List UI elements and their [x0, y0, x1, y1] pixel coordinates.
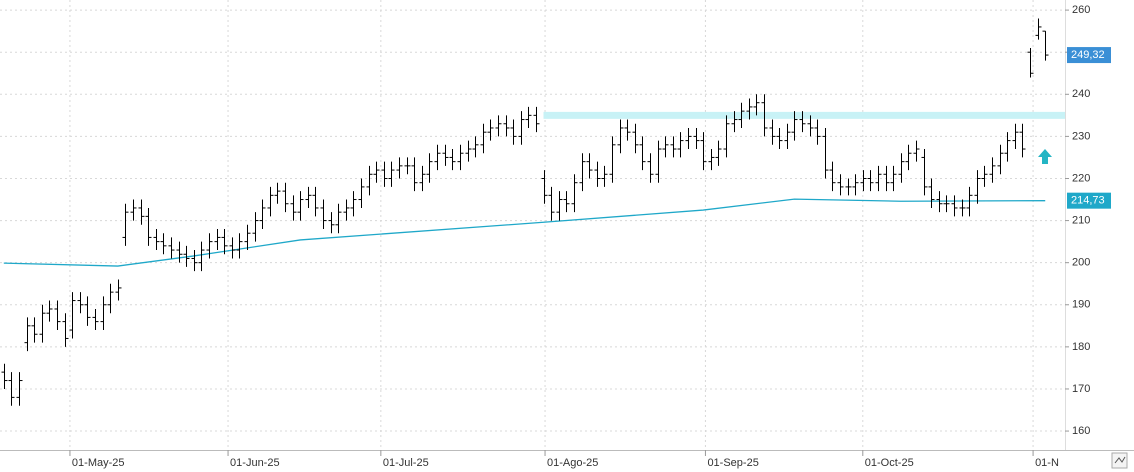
price-tag-label: 214,73 — [1071, 195, 1105, 207]
y-tick-label: 190 — [1072, 299, 1090, 311]
scale-icon — [1114, 456, 1126, 464]
x-tick-label: 01-Jul-25 — [383, 457, 429, 469]
y-tick-label: 200 — [1072, 257, 1090, 269]
x-axis: 01-May-25 01-Jun-25 01-Jul-25 01-Ago-25 01-S… — [69, 450, 1059, 469]
x-tick-label: 01-Ago-25 — [547, 457, 598, 469]
x-tick-label: 01-Jun-25 — [230, 457, 280, 469]
y-tick-label: 240 — [1072, 88, 1090, 100]
plot-area — [0, 0, 1065, 450]
x-tick-label: 01-Oct-25 — [865, 457, 914, 469]
y-tick-label: 220 — [1072, 172, 1090, 184]
scale-button[interactable] — [1111, 452, 1128, 469]
y-tick-label: 160 — [1072, 425, 1090, 437]
x-tick-label: 01-N — [1035, 457, 1059, 469]
y-tick-label: 210 — [1072, 214, 1090, 226]
price-tag-label: 249,32 — [1071, 49, 1105, 61]
y-tick-label: 260 — [1072, 4, 1090, 16]
y-tick-label: 230 — [1072, 130, 1090, 142]
price-tag — [1067, 192, 1111, 209]
moving-average — [3, 198, 1046, 267]
x-tick-label: 01-May-25 — [72, 457, 125, 469]
price-tag — [1067, 47, 1111, 64]
y-tick-label: 180 — [1072, 341, 1090, 353]
signal-arrow — [1038, 149, 1052, 164]
x-tick-label: 01-Sep-25 — [707, 457, 758, 469]
y-tick-label: 170 — [1072, 383, 1090, 395]
